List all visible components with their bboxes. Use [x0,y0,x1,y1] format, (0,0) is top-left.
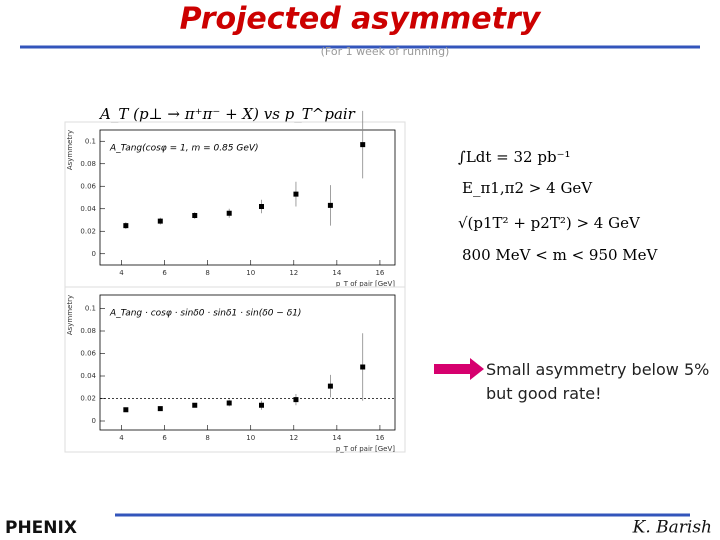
subtitle: (For 1 week of running) [321,45,450,58]
x-tick-label: 10 [246,434,255,442]
heading: A_T (p⊥ → π⁺π⁻ + X) vs p_T^pair [98,105,356,123]
x-tick-label: 8 [205,434,209,442]
plot-annotation: A_Tang(cosφ = 1, m = 0.85 GeV) [109,144,259,154]
x-tick-label: 8 [205,269,209,277]
arrow [434,358,484,380]
y-tick-label: 0.02 [80,395,96,403]
x-tick-label: 12 [289,434,298,442]
point [157,218,163,224]
y-tick-label: 0.08 [80,160,96,168]
y-tick-label: 0.02 [80,227,96,235]
y-axis-label: Asymmetry [66,295,74,335]
x-tick-label: 6 [162,269,167,277]
x-tick-label: 16 [375,434,384,442]
x-tick-label: 10 [246,269,255,277]
point [123,407,129,413]
point [293,397,299,403]
point [157,406,163,412]
x-tick-label: 4 [119,269,124,277]
y-tick-label: 0.1 [85,137,96,145]
y-tick-label: 0 [92,417,96,425]
plot-annotation: A_Tang · cosφ · sinδ0 · sinδ1 · sin(δ0 −… [109,309,301,319]
y-axis-label: Asymmetry [66,130,74,170]
x-tick-label: 14 [332,434,341,442]
cut: √(p1T² + p2T²) > 4 GeV [458,214,641,232]
point [192,213,198,218]
point [258,402,264,408]
x-tick-label: 6 [162,434,167,442]
y-tick-label: 0.04 [80,205,96,213]
x-tick-label: 14 [332,269,341,277]
cut: 800 MeV < m < 950 MeV [462,246,659,264]
point [123,223,129,229]
author: K. Barish [632,518,712,538]
y-tick-label: 0 [92,250,96,258]
y-tick-label: 0.04 [80,372,96,380]
point [360,364,366,370]
note: Small asymmetry below 5% but good rate! [486,360,710,403]
x-tick-label: 4 [119,434,124,442]
x-axis-label: p_T of pair [GeV] [336,445,395,453]
cut: E_π1,π2 > 4 GeV [462,179,593,197]
plot-area [99,294,396,431]
point [258,204,264,209]
x-tick-label: 16 [375,269,384,277]
y-tick-label: 0.08 [80,327,96,335]
plot-area [99,129,396,266]
point [226,400,232,406]
x-axis-label: p_T of pair [GeV] [336,280,395,288]
point [327,202,333,208]
point [360,142,366,148]
y-tick-label: 0.06 [80,350,96,358]
logo: PHENIX [5,518,77,538]
point [293,191,299,197]
cut: ∫Ldt = 32 pb⁻¹ [458,148,571,166]
point [327,383,333,389]
point [226,210,232,216]
y-tick-label: 0.1 [85,305,96,313]
x-tick-label: 12 [289,269,298,277]
point [192,402,198,408]
y-tick-label: 0.06 [80,182,96,190]
plot-frame [64,286,406,453]
slide-title: Projected asymmetry [180,2,542,37]
note-box: Small asymmetry below 5% but good rate! [486,360,710,403]
